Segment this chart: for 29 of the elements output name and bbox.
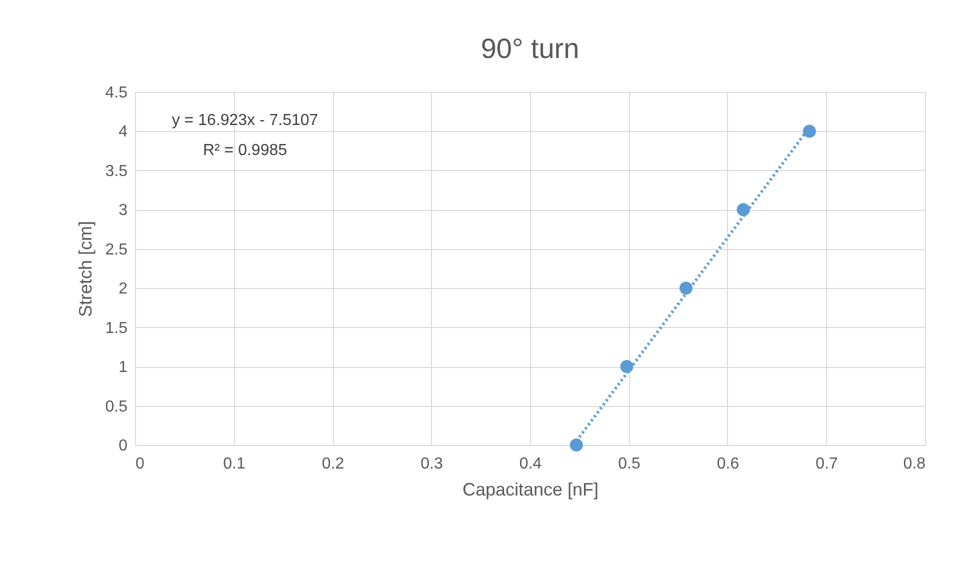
x-tick-label: 0.2	[322, 456, 344, 472]
x-tick-label: 0.6	[716, 456, 740, 472]
x-tick-label: 0.4	[519, 456, 542, 472]
y-axis-title: Stretch [cm]	[75, 220, 96, 318]
x-tick-label: 0.8	[903, 456, 926, 472]
y-tick-label: 3	[118, 202, 128, 220]
y-tick-label: 4.5	[105, 84, 128, 102]
point	[570, 438, 583, 452]
y-tick-label: 1.5	[105, 320, 128, 337]
annotation: R² = 0.9985	[202, 142, 288, 159]
point	[620, 360, 634, 374]
x-tick-label: 0.5	[618, 456, 640, 472]
y-tick-label: 4	[118, 124, 128, 141]
y-tick-label: 0.5	[105, 398, 128, 416]
x-axis-title: Capacitance [nF]	[462, 480, 599, 500]
chart-title: 90° turn	[480, 33, 580, 64]
point	[736, 203, 750, 216]
y-tick-label: 0	[118, 438, 128, 454]
y-tick-label: 1	[118, 359, 128, 376]
x-tick-label: 0.7	[816, 456, 838, 472]
x-tick-label: 0.3	[420, 456, 443, 472]
y-tick-label: 2.5	[105, 241, 128, 258]
y-tick-label: 2	[118, 280, 128, 298]
point	[680, 282, 693, 295]
y-tick-label: 3.5	[105, 162, 128, 180]
point	[802, 124, 816, 138]
annotation: y = 16.923x - 7.5107	[172, 112, 318, 129]
x-tick-label: 0	[136, 456, 144, 472]
x-tick-label: 0.1	[223, 456, 246, 472]
